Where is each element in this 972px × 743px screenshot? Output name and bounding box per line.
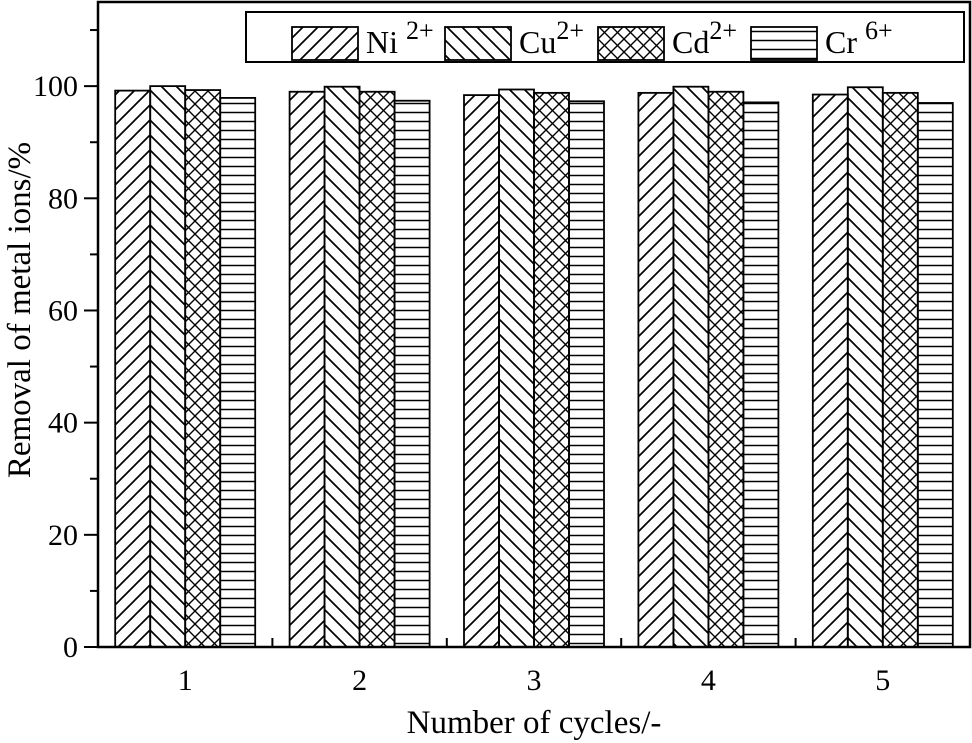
bar-cr6plus-cycle-5: Cr6+ cycle 5: 97% — [916, 102, 954, 648]
bar-ni2plus-cycle-5: Ni2+ cycle 5: 98.5% — [811, 93, 849, 648]
bar-cd2plus-cycle-3: Cd2+ cycle 3: 98.8% — [533, 91, 570, 648]
bar-cr6plus-cycle-3: Cr6+ cycle 3: 97.3% — [568, 100, 605, 648]
bar-cr6plus-cycle-1: Cr6+ cycle 1: 97.9% — [219, 97, 257, 648]
y-tick-label: 40 — [48, 407, 78, 440]
x-tick-label: 2 — [352, 664, 367, 697]
bar-cu2plus-cycle-1: Cu2+ cycle 1: 100% — [149, 85, 187, 648]
y-tick-label: 0 — [63, 631, 78, 664]
bar-cu2plus-cycle-4: Cu2+ cycle 4: 99.9% — [672, 85, 710, 648]
legend-label-cd: Cd2+ — [672, 16, 737, 60]
legend-label-cu: Cu2+ — [519, 16, 584, 60]
legend-swatch-cd — [597, 26, 665, 61]
bar-cu2plus-cycle-2: Cu2+ cycle 2: 99.9% — [323, 85, 361, 648]
legend-swatch-ni — [291, 26, 359, 61]
bar-cr6plus-cycle-2: Cr6+ cycle 2: 97.4% — [393, 99, 431, 648]
bar-cd2plus-cycle-1: Cd2+ cycle 1: 99.3% — [184, 89, 222, 648]
bar-ni2plus-cycle-4: Ni2+ cycle 4: 98.8% — [637, 91, 675, 648]
y-tick-label: 100 — [33, 70, 78, 103]
x-tick-label: 3 — [527, 664, 542, 697]
bar-cr6plus-cycle-4: Cr6+ cycle 4: 97.1% — [742, 101, 780, 648]
legend-label-cr: Cr 6+ — [825, 16, 893, 60]
bar-cd2plus-cycle-4: Cd2+ cycle 4: 99% — [707, 90, 745, 648]
x-tick-label: 4 — [701, 664, 716, 697]
x-axis: 1 2 3 4 5 — [178, 638, 890, 697]
bar-ni2plus-cycle-3: Ni2+ cycle 3: 98.4% — [463, 94, 500, 648]
y-tick-label: 60 — [48, 294, 78, 327]
bar-cu2plus-cycle-3: Cu2+ cycle 3: 99.4% — [498, 88, 535, 648]
bar-ni2plus-cycle-2: Ni2+ cycle 2: 99% — [288, 90, 326, 648]
legend-label-ni: Ni 2+ — [366, 16, 434, 60]
x-tick-label: 5 — [875, 664, 890, 697]
y-axis-title: Removal of metal ions/% — [2, 142, 38, 478]
legend-swatch-cu — [444, 26, 512, 61]
x-axis-title: Number of cycles/- — [407, 705, 662, 741]
y-tick-label: 80 — [48, 182, 78, 215]
y-axis: 0 20 40 60 80 100 — [33, 29, 98, 664]
bar-cu2plus-cycle-5: Cu2+ cycle 5: 99.8% — [846, 86, 884, 648]
plot-frame — [96, 0, 972, 649]
bar-cd2plus-cycle-2: Cd2+ cycle 2: 99% — [358, 90, 396, 648]
bar-cd2plus-cycle-5: Cd2+ cycle 5: 98.8% — [881, 91, 919, 648]
y-tick-label: 20 — [48, 519, 78, 552]
bars-layer: Ni2+ cycle 1: 99.2%Cu2+ cycle 1: 100%Cd2… — [114, 85, 954, 648]
x-tick-label: 1 — [178, 664, 193, 697]
bar-ni2plus-cycle-1: Ni2+ cycle 1: 99.2% — [114, 89, 152, 648]
legend: Ni 2+ Cu2+ Cd2+ Cr 6+ — [245, 11, 965, 63]
legend-swatch-cr — [750, 26, 818, 61]
